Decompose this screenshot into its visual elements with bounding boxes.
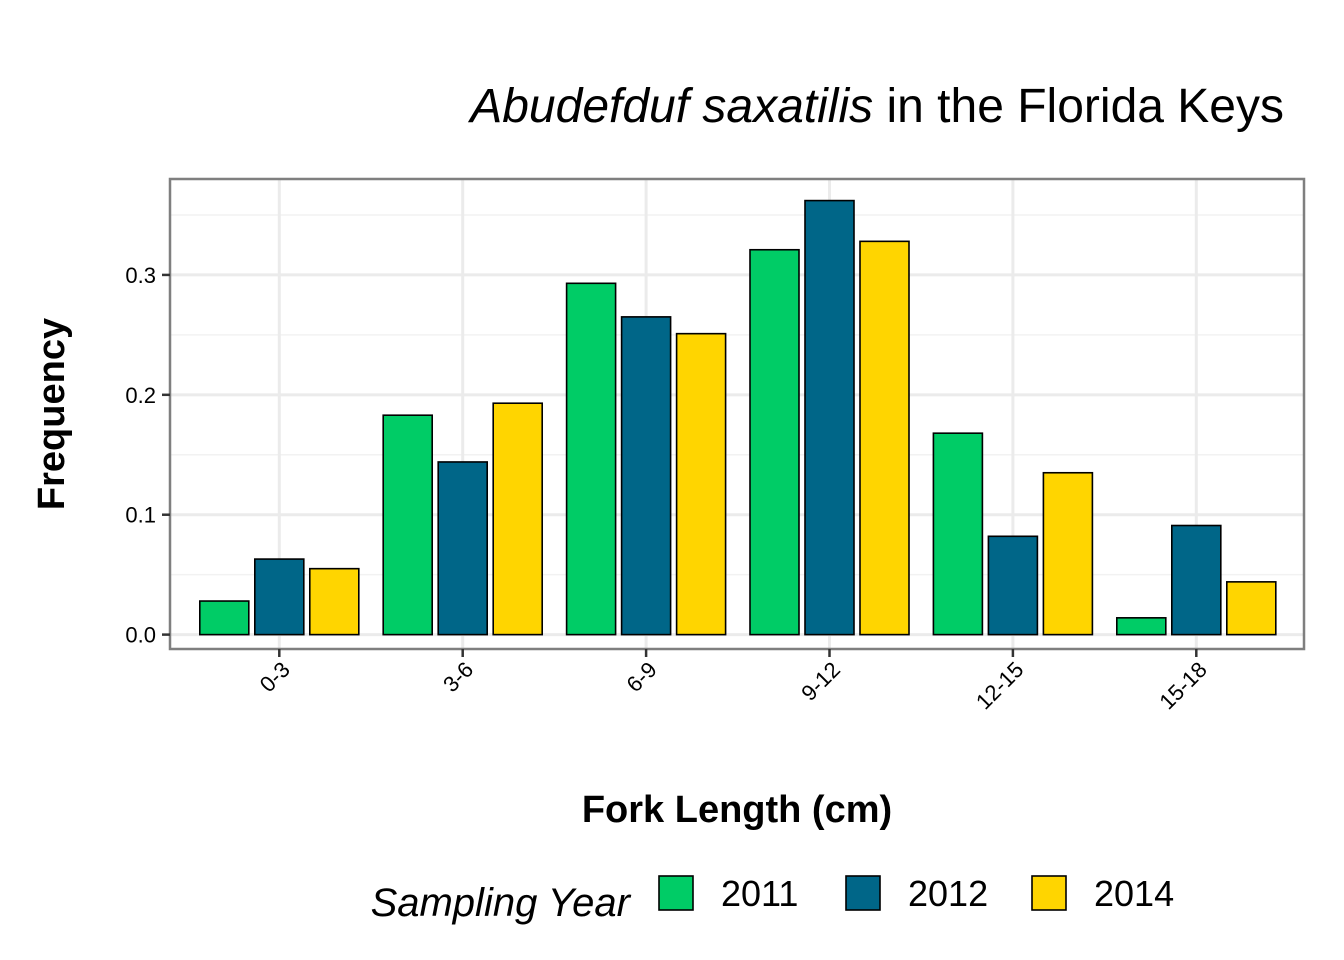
legend: Sampling Year 2011 2012 2014 <box>371 873 1175 925</box>
bar-2011-9-12 <box>749 248 800 636</box>
x-tick-label: 12-15 <box>971 657 1028 714</box>
x-axis-title: Fork Length (cm) <box>582 789 892 831</box>
bar-2012-12-15 <box>987 535 1039 636</box>
bar-2014-12-15 <box>1042 471 1094 636</box>
bars <box>199 199 1277 636</box>
legend-items: 2011 2012 2014 <box>658 873 1174 914</box>
bar-2012-0-3 <box>254 558 305 636</box>
y-tick-label: 0.1 <box>125 503 156 528</box>
legend-key-2014 <box>1031 875 1067 911</box>
bar-2014-15-18 <box>1226 581 1277 636</box>
y-tick-label: 0.3 <box>125 263 156 288</box>
bar-2014-6-9 <box>675 332 727 636</box>
y-axis-title: Frequency <box>31 318 73 510</box>
bar-2014-3-6 <box>492 402 544 636</box>
bar-2012-3-6 <box>437 461 489 636</box>
y-tick-label: 0.2 <box>125 383 156 408</box>
legend-label-2011: 2011 <box>721 873 798 914</box>
chart-title-rest: in the Florida Keys <box>873 80 1284 133</box>
x-tick-label: 9-12 <box>796 657 845 706</box>
x-axis: 0-3 3-6 6-9 9-12 12-15 15-18 <box>255 649 1212 714</box>
bar-2011-0-3 <box>199 600 250 636</box>
bar-2012-6-9 <box>620 316 672 636</box>
chart-title-italic: Abudefduf saxatilis <box>467 80 873 133</box>
chart-title: Abudefduf saxatilis in the Florida Keys <box>467 80 1284 133</box>
bar-2011-12-15 <box>932 432 984 636</box>
y-axis: 0.0 0.1 0.2 0.3 <box>125 263 170 648</box>
x-tick-label: 3-6 <box>438 657 478 697</box>
bar-2014-0-3 <box>308 567 360 636</box>
bar-2011-15-18 <box>1116 617 1167 636</box>
x-tick-label: 15-18 <box>1154 657 1211 714</box>
x-tick-label: 6-9 <box>621 657 661 697</box>
legend-key-2012 <box>845 875 881 911</box>
legend-key-2011 <box>658 875 694 911</box>
bar-2012-15-18 <box>1171 524 1222 636</box>
legend-label-2012: 2012 <box>908 873 988 914</box>
plot-panel <box>168 177 1306 651</box>
x-tick-label: 0-3 <box>255 657 295 697</box>
legend-title: Sampling Year <box>371 881 632 925</box>
y-tick-label: 0.0 <box>125 623 156 648</box>
bar-2011-6-9 <box>565 282 617 636</box>
legend-label-2014: 2014 <box>1094 873 1174 914</box>
bar-2014-9-12 <box>859 240 910 636</box>
panel-border <box>168 177 1306 651</box>
bar-2012-9-12 <box>804 199 855 636</box>
bar-2011-3-6 <box>382 414 434 636</box>
